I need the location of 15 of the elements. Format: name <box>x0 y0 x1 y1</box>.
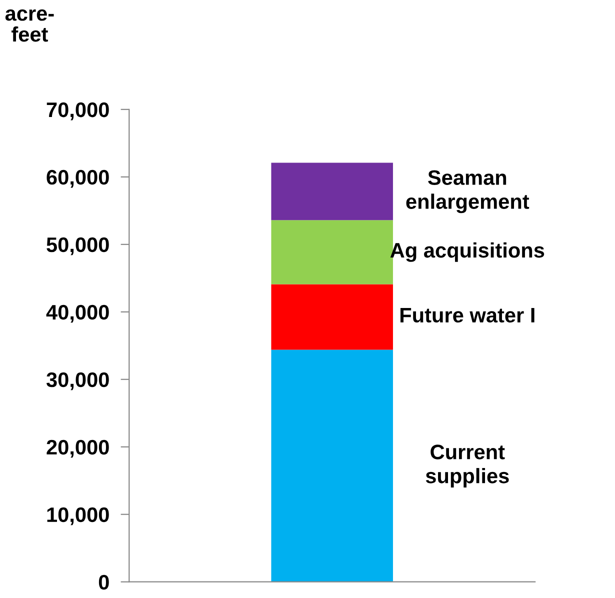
series-label: Current supplies <box>426 444 509 488</box>
y-tick-label: 20,000 <box>46 440 109 458</box>
y-tick-label: 40,000 <box>46 304 109 323</box>
y-tick-label: 10,000 <box>47 507 109 526</box>
y-axis-title: acre- feet <box>5 9 54 42</box>
y-tick-label: 60,000 <box>46 170 109 188</box>
bar <box>271 284 393 350</box>
y-tick-label: 50,000 <box>46 237 109 256</box>
bar <box>271 350 393 582</box>
bar <box>271 162 393 220</box>
y-tick-label: 30,000 <box>46 372 109 390</box>
series-label: Future water I <box>400 308 534 323</box>
y-tick-label: 70,000 <box>46 102 109 120</box>
series-label: Seaman enlargement <box>406 170 530 214</box>
y-tick-label: 0 <box>98 574 109 590</box>
